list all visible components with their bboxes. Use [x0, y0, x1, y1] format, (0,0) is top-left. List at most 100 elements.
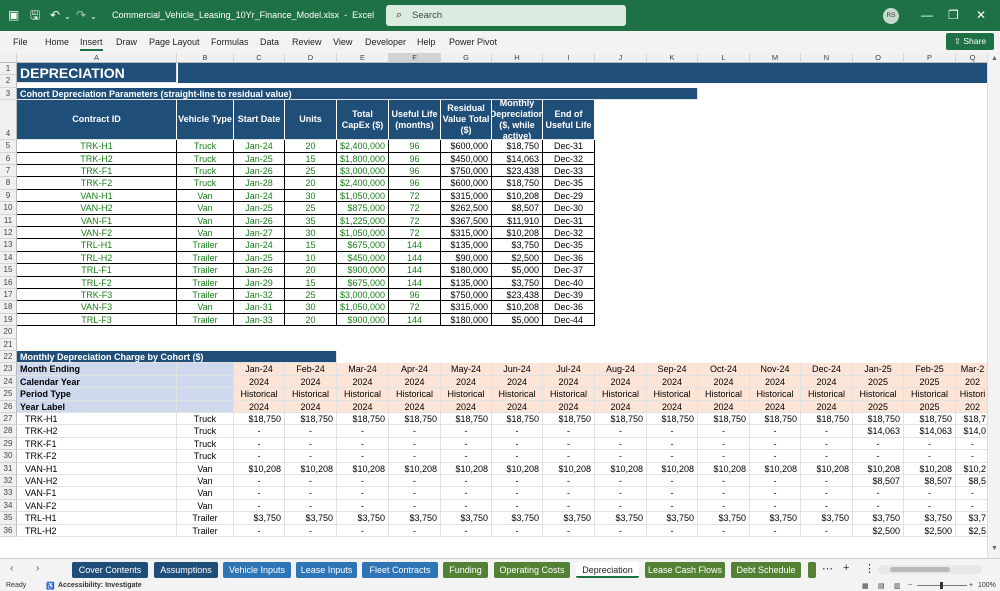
- row-header-28[interactable]: 28: [0, 425, 17, 438]
- row-header-30[interactable]: 30: [0, 450, 17, 463]
- row-header-24[interactable]: 24: [0, 375, 17, 389]
- row-header-34[interactable]: 34: [0, 499, 17, 513]
- redo-icon[interactable]: ↷: [76, 8, 87, 22]
- tab-vehicle-inputs[interactable]: Vehicle Inputs: [223, 562, 291, 578]
- tab-debt-schedule[interactable]: Debt Schedule: [731, 562, 801, 578]
- row-header-27[interactable]: 27: [0, 413, 17, 426]
- vertical-scrollbar[interactable]: ▲ ▼: [987, 53, 1000, 558]
- tab-fleet-contracts[interactable]: Fleet Contracts: [362, 562, 438, 578]
- column-header-I[interactable]: I: [543, 53, 595, 63]
- zoom-level[interactable]: 100%: [978, 582, 996, 589]
- menu-data[interactable]: Data: [260, 37, 280, 47]
- row-header-25[interactable]: 25: [0, 388, 17, 401]
- row-header-21[interactable]: 21: [0, 338, 17, 351]
- column-header-D[interactable]: D: [285, 53, 337, 63]
- zoom-out-icon[interactable]: −: [908, 582, 913, 589]
- share-button[interactable]: ⇪ Share: [946, 33, 994, 50]
- row-header-32[interactable]: 32: [0, 475, 17, 488]
- save-icon[interactable]: 🖫: [30, 8, 41, 22]
- page-break-icon[interactable]: ▥: [894, 583, 901, 590]
- worksheet-grid[interactable]: A B C D E F G H I J K L M N O P Q 1 2 3 4 5 6 7 8 9 10 11 12 13 14 15 16…: [0, 53, 987, 558]
- row-header-2[interactable]: 2: [0, 75, 17, 88]
- column-header-P[interactable]: P: [904, 53, 956, 63]
- row-header-9[interactable]: 9: [0, 189, 17, 203]
- add-sheet-icon[interactable]: +: [843, 562, 850, 574]
- menu-insert[interactable]: Insert: [80, 37, 103, 51]
- menu-formulas[interactable]: Formulas: [211, 37, 249, 47]
- zoom-in-icon[interactable]: +: [969, 582, 974, 589]
- menu-draw[interactable]: Draw: [116, 37, 138, 47]
- next-sheet-icon[interactable]: ›: [36, 563, 40, 574]
- row-header-18[interactable]: 18: [0, 301, 17, 314]
- horizontal-scroll-thumb[interactable]: [890, 567, 950, 572]
- scroll-down-icon[interactable]: ▼: [991, 545, 998, 552]
- row-header-7[interactable]: 7: [0, 165, 17, 178]
- column-header-B[interactable]: B: [177, 53, 234, 63]
- row-header-33[interactable]: 33: [0, 487, 17, 500]
- zoom-slider-thumb[interactable]: [940, 582, 943, 589]
- column-header-M[interactable]: M: [750, 53, 801, 63]
- column-header-K[interactable]: K: [647, 53, 698, 63]
- column-header-F[interactable]: F: [389, 53, 441, 63]
- restore-icon[interactable]: ❐: [948, 8, 959, 22]
- row-header-16[interactable]: 16: [0, 276, 17, 289]
- column-header-Q[interactable]: Q: [956, 53, 987, 63]
- accessibility-status[interactable]: Accessibility: Investigate: [58, 582, 142, 589]
- horizontal-scrollbar[interactable]: [878, 565, 982, 574]
- column-header-J[interactable]: J: [595, 53, 647, 63]
- sheet-menu-icon[interactable]: ⋮: [864, 563, 875, 575]
- row-header-1[interactable]: 1: [0, 63, 17, 76]
- normal-view-icon[interactable]: ▦: [862, 583, 869, 590]
- row-header-13[interactable]: 13: [0, 239, 17, 252]
- row-header-4[interactable]: 4: [0, 100, 17, 141]
- row-header-29[interactable]: 29: [0, 437, 17, 451]
- minimize-icon[interactable]: —: [921, 8, 933, 22]
- zoom-slider[interactable]: [917, 582, 967, 589]
- menu-developer[interactable]: Developer: [365, 37, 407, 47]
- menu-help[interactable]: Help: [417, 37, 436, 47]
- row-header-26[interactable]: 26: [0, 400, 17, 413]
- select-all-corner[interactable]: [0, 53, 17, 63]
- menu-power-pivot[interactable]: Power Pivot: [449, 37, 498, 47]
- row-header-36[interactable]: 36: [0, 524, 17, 537]
- menu-home[interactable]: Home: [45, 37, 70, 47]
- undo-icon[interactable]: ↶: [50, 8, 61, 22]
- tab-funding[interactable]: Funding: [443, 562, 488, 578]
- tab-operating-costs[interactable]: Operating Costs: [494, 562, 570, 578]
- row-header-31[interactable]: 31: [0, 462, 17, 475]
- column-header-A[interactable]: A: [17, 53, 177, 63]
- column-header-H[interactable]: H: [492, 53, 543, 63]
- tab-overflow[interactable]: [808, 562, 816, 578]
- row-header-8[interactable]: 8: [0, 177, 17, 190]
- row-header-10[interactable]: 10: [0, 202, 17, 215]
- row-header-14[interactable]: 14: [0, 251, 17, 265]
- scroll-up-icon[interactable]: ▲: [991, 55, 998, 62]
- menu-page-layout[interactable]: Page Layout: [149, 37, 200, 47]
- row-header-22[interactable]: 22: [0, 351, 17, 364]
- tab-cover-contents[interactable]: Cover Contents: [72, 562, 148, 578]
- row-header-12[interactable]: 12: [0, 227, 17, 240]
- column-header-E[interactable]: E: [337, 53, 389, 63]
- row-header-23[interactable]: 23: [0, 363, 17, 376]
- row-header-35[interactable]: 35: [0, 512, 17, 525]
- tab-lease-cash-flows[interactable]: Lease Cash Flows: [645, 562, 725, 578]
- avatar[interactable]: RS: [883, 8, 899, 24]
- row-header-6[interactable]: 6: [0, 152, 17, 165]
- column-header-G[interactable]: G: [441, 53, 492, 63]
- menu-file[interactable]: File: [13, 37, 28, 47]
- row-header-17[interactable]: 17: [0, 289, 17, 302]
- page-layout-icon[interactable]: ▤: [878, 583, 885, 590]
- undo-dropdown-icon[interactable]: ⌄: [64, 12, 71, 21]
- tab-lease-inputs[interactable]: Lease Inputs: [296, 562, 357, 578]
- row-header-15[interactable]: 15: [0, 264, 17, 277]
- menu-view[interactable]: View: [333, 37, 353, 47]
- row-header-5[interactable]: 5: [0, 140, 17, 153]
- more-sheets-icon[interactable]: ⋯: [822, 563, 833, 575]
- row-header-3[interactable]: 3: [0, 87, 17, 101]
- tab-depreciation[interactable]: Depreciation: [576, 562, 639, 578]
- column-header-C[interactable]: C: [234, 53, 285, 63]
- tab-assumptions[interactable]: Assumptions: [154, 562, 218, 578]
- menu-review[interactable]: Review: [292, 37, 322, 47]
- row-header-20[interactable]: 20: [0, 326, 17, 339]
- column-header-L[interactable]: L: [698, 53, 750, 63]
